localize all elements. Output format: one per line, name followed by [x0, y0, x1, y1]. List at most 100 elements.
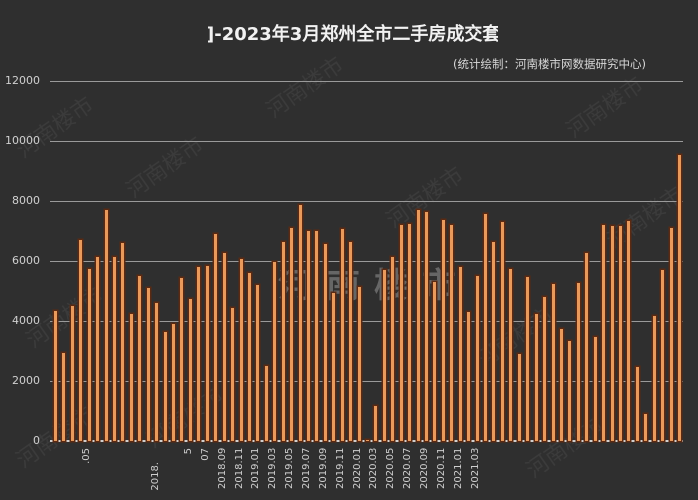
x-tick-label: 2021.03 [469, 448, 481, 490]
x-tick-label: .05 [81, 448, 92, 464]
bar [332, 292, 336, 441]
bar [399, 225, 403, 441]
chart-title-text: ]-2023年3月郑州全市二手房成交套 [208, 24, 498, 45]
bar [484, 214, 488, 441]
bar [264, 366, 268, 441]
bar [340, 228, 344, 441]
x-tick-label: 2019.01 [250, 448, 262, 490]
bar [661, 270, 665, 441]
bar [138, 276, 142, 441]
y-tick-label: 6000 [12, 254, 40, 267]
y-tick-label: 12000 [5, 74, 40, 87]
gridline [50, 81, 683, 82]
gridline [50, 381, 683, 382]
watermark-small: 河南楼市 [12, 92, 99, 164]
bar [441, 219, 445, 441]
bar [500, 222, 504, 441]
x-tick-label: 2020.07 [402, 448, 414, 490]
bar [408, 224, 412, 441]
bar [526, 276, 530, 441]
y-tick-label: 4000 [12, 314, 40, 327]
watermark-small: 河南楼市 [122, 132, 209, 204]
bar [627, 221, 631, 441]
x-tick-label: 5 [183, 448, 194, 455]
bar [146, 288, 150, 441]
x-tick-label: 2020.05 [385, 448, 397, 490]
bar [290, 228, 294, 441]
bar [357, 286, 361, 441]
bar [256, 285, 260, 441]
bar [104, 210, 108, 441]
x-tick-label: 2019.05 [284, 448, 296, 490]
x-tick-label: 2018.09 [216, 448, 228, 490]
y-tick-label: 2000 [12, 374, 40, 387]
bar [113, 256, 117, 441]
bar [678, 155, 681, 441]
bar [155, 303, 159, 441]
bar [366, 440, 369, 441]
bar [298, 204, 302, 441]
bar [62, 352, 66, 441]
x-tick-label: 2021.01 [452, 448, 464, 490]
bar [593, 336, 597, 441]
bar [458, 266, 462, 441]
bar [129, 314, 133, 441]
bar [96, 256, 100, 441]
gridline [50, 201, 683, 202]
watermark-small: 河南楼市 [562, 72, 649, 144]
chart-source-note: (统计绘制：河南楼市网数据研究中心) [453, 57, 646, 71]
bar [247, 272, 251, 441]
bar [374, 405, 378, 441]
bar [70, 306, 74, 441]
y-tick-label: 10000 [5, 134, 40, 147]
bar [180, 277, 184, 441]
bar [509, 269, 513, 441]
bar [172, 324, 176, 441]
bar [188, 298, 192, 441]
bar [568, 340, 572, 441]
bar [382, 270, 386, 441]
bar [669, 228, 673, 441]
bar [214, 234, 218, 441]
bar [433, 281, 437, 441]
gridline [50, 261, 683, 262]
chart-title: ]-2023年3月郑州全市二手房成交套 [208, 20, 498, 50]
x-tick-label: 2018.11 [233, 448, 245, 490]
x-tick-label: 2020.11 [435, 448, 447, 490]
watermark-small: 河南楼市 [262, 52, 349, 124]
bar [425, 211, 429, 441]
bar [450, 225, 454, 441]
bar [273, 261, 277, 441]
bar [475, 276, 479, 441]
y-tick-label: 0 [33, 434, 40, 447]
gridline [50, 321, 683, 322]
bar [239, 258, 243, 441]
bar [87, 269, 91, 441]
bar [416, 210, 420, 441]
x-tick-label: 07 [200, 448, 211, 461]
bar [281, 242, 285, 441]
x-tick-label: 2020.01 [351, 448, 363, 490]
bar [231, 308, 235, 441]
x-tick-label: 2019.09 [317, 448, 329, 490]
x-tick-label: 2020.09 [419, 448, 431, 490]
bar [492, 241, 496, 441]
bar [644, 414, 648, 441]
bar [585, 253, 589, 441]
bar [467, 312, 471, 441]
bar [222, 253, 226, 441]
bar [121, 243, 125, 441]
bar [652, 315, 656, 441]
gridline [50, 141, 683, 142]
bar [315, 230, 319, 441]
bar [517, 354, 521, 441]
bar [618, 225, 622, 441]
bar [205, 266, 209, 441]
bar [602, 225, 606, 441]
bar [163, 331, 167, 441]
bar [534, 314, 538, 441]
bar [349, 241, 353, 441]
bar [559, 329, 563, 441]
x-tick-label: 2019.07 [300, 448, 312, 490]
x-tick-label: 2019.11 [334, 448, 346, 490]
